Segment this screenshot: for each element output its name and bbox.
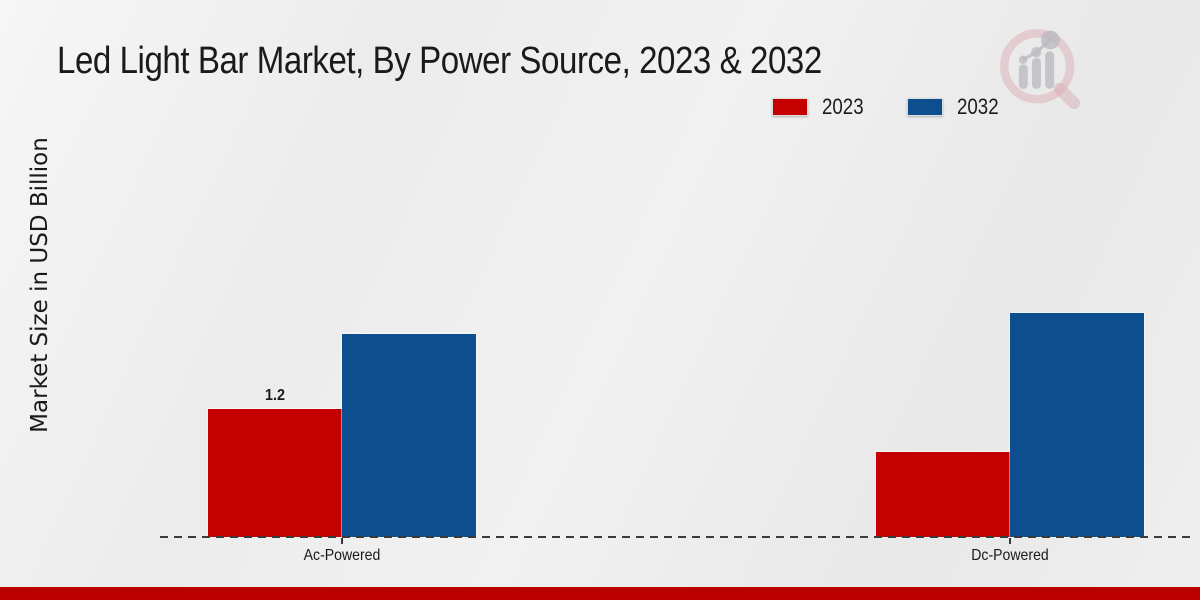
chart-title: Led Light Bar Market, By Power Source, 2… xyxy=(57,40,822,82)
legend-swatch-2032 xyxy=(906,98,943,116)
x-axis-tick xyxy=(341,538,343,544)
bar-2032-ac-powered xyxy=(342,334,476,537)
footer-accent-bar xyxy=(0,587,1200,600)
category-label-dc-powered: Dc-Powered xyxy=(971,547,1049,564)
category-label-ac-powered: Ac-Powered xyxy=(303,547,381,564)
x-axis-baseline xyxy=(160,536,1192,538)
legend: 2023 2032 xyxy=(772,94,1006,120)
x-axis-tick xyxy=(1009,538,1011,544)
bar-value-label: 1.2 xyxy=(264,387,286,404)
legend-label-2032: 2032 xyxy=(956,94,999,119)
magnifier-bar-chart-logo xyxy=(1000,29,1080,110)
legend-item-2023: 2023 xyxy=(772,94,871,120)
bar-2023-ac-powered xyxy=(208,409,342,537)
bar-2032-dc-powered xyxy=(1010,313,1144,537)
legend-label-2023: 2023 xyxy=(822,94,864,119)
legend-item-2032: 2032 xyxy=(906,94,1006,120)
bar-2023-dc-powered xyxy=(876,452,1010,537)
legend-swatch-2023 xyxy=(772,98,808,116)
